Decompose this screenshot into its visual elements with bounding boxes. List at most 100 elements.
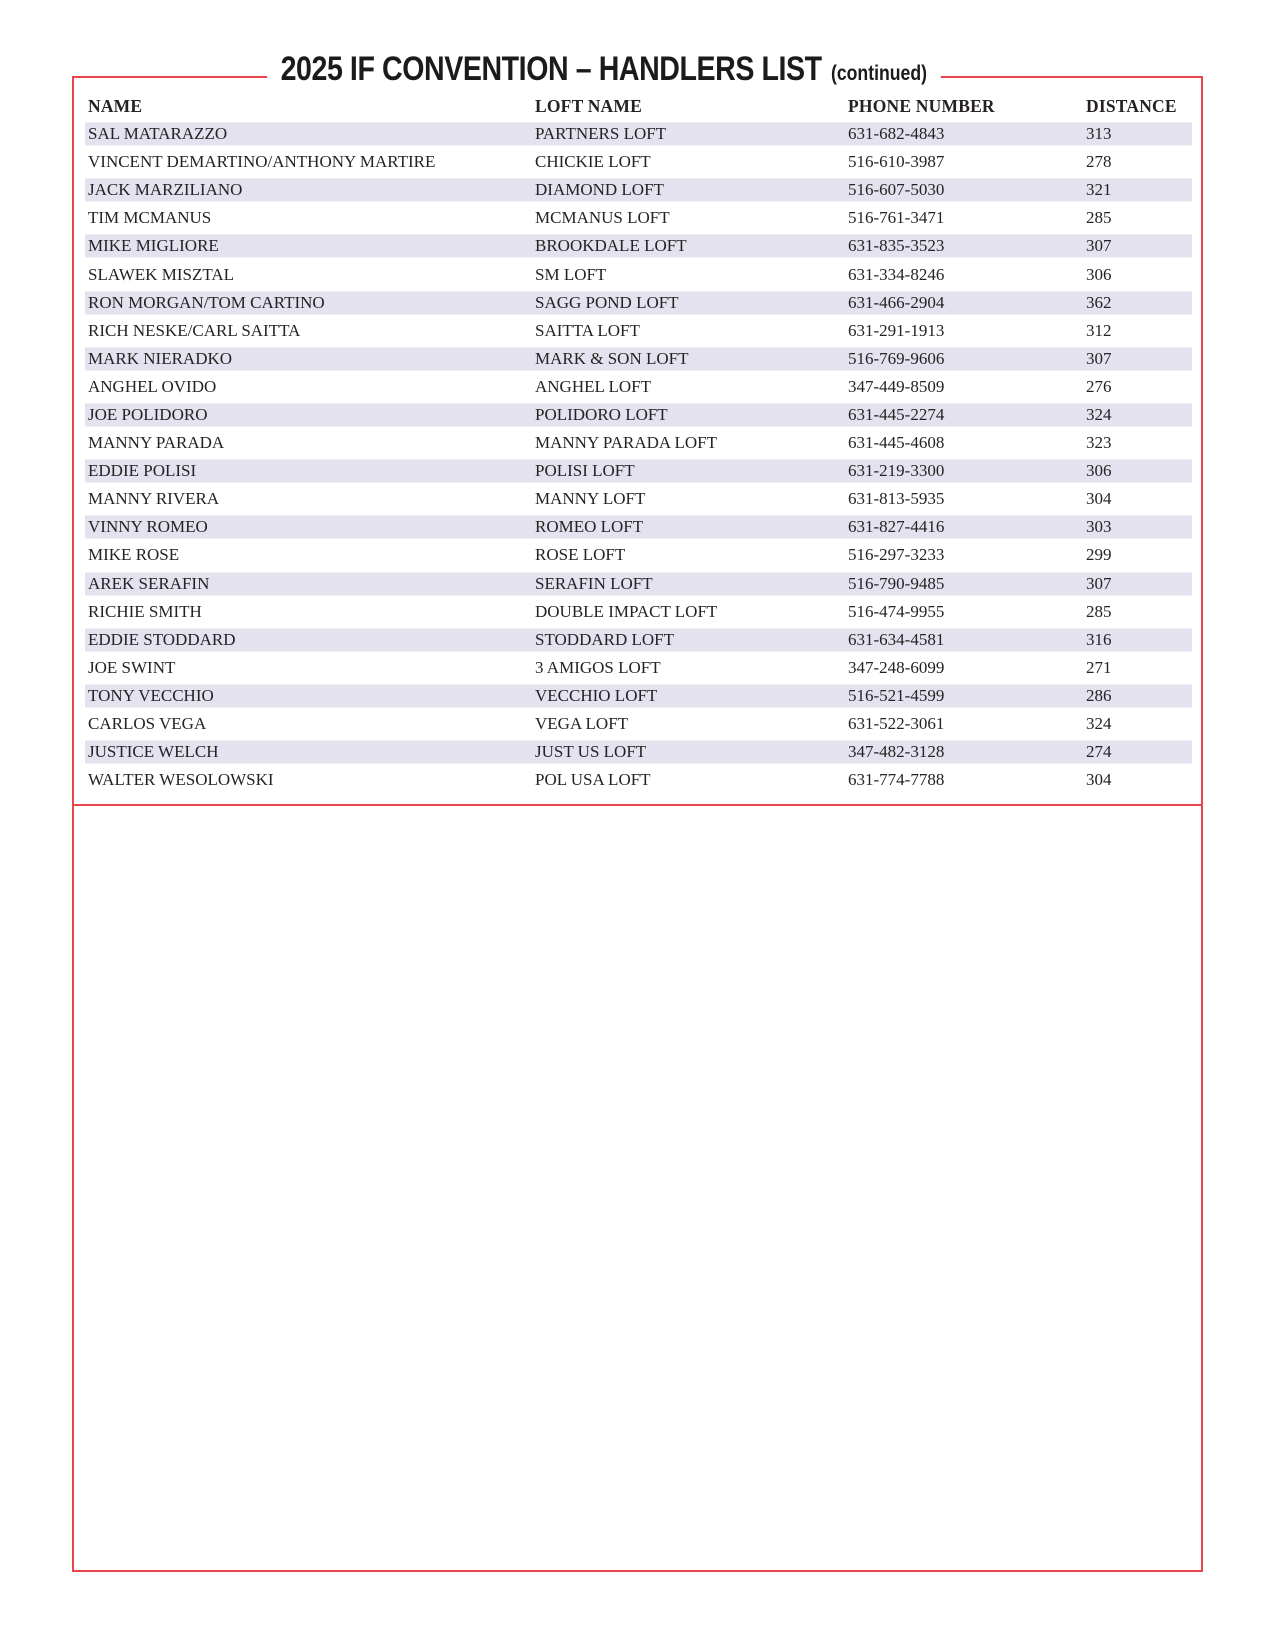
phone-number: 631-291-1913 xyxy=(848,320,945,340)
handler-name: WALTER WESOLOWSKI xyxy=(88,770,274,790)
handler-name: RICHIE SMITH xyxy=(88,601,202,621)
handler-name: SLAWEK MISZTAL xyxy=(88,264,235,284)
distance: 321 xyxy=(1086,180,1112,200)
table-row: EDDIE STODDARD STODDARD LOFT 631-634-458… xyxy=(85,625,1192,654)
loft-name: MANNY PARADA LOFT xyxy=(535,433,717,453)
loft-name: MANNY LOFT xyxy=(535,489,646,509)
loft-name: VECCHIO LOFT xyxy=(535,685,658,705)
phone-number: 631-334-8246 xyxy=(848,264,945,284)
handlers-table: NAME LOFT NAME PHONE NUMBER DISTANCE SAL… xyxy=(85,92,1192,794)
phone-number: 347-248-6099 xyxy=(848,657,945,677)
handler-name: EDDIE STODDARD xyxy=(88,629,236,649)
distance: 304 xyxy=(1086,770,1112,790)
table-row: RICHIE SMITH DOUBLE IMPACT LOFT 516-474-… xyxy=(85,598,1192,626)
table-row: EDDIE POLISI POLISI LOFT 631-219-3300 30… xyxy=(85,457,1192,486)
loft-name: SAITTA LOFT xyxy=(535,320,640,340)
distance: 324 xyxy=(1086,714,1112,734)
phone-number: 516-610-3987 xyxy=(848,152,945,172)
distance: 307 xyxy=(1086,573,1112,593)
phone-number: 516-521-4599 xyxy=(848,685,945,705)
distance: 285 xyxy=(1086,601,1112,621)
phone-number: 347-482-3128 xyxy=(848,742,945,762)
table-row: WALTER WESOLOWSKI POL USA LOFT 631-774-7… xyxy=(85,766,1192,794)
handler-name: MANNY RIVERA xyxy=(88,489,220,509)
column-header-phone-number: PHONE NUMBER xyxy=(848,95,995,116)
distance: 312 xyxy=(1086,320,1112,340)
handler-name: RON MORGAN/TOM CARTINO xyxy=(88,292,325,312)
phone-number: 631-835-3523 xyxy=(848,236,945,256)
loft-name: 3 AMIGOS LOFT xyxy=(535,657,661,677)
table-row: SAL MATARAZZO PARTNERS LOFT 631-682-4843… xyxy=(85,120,1192,149)
handler-name: ANGHEL OVIDO xyxy=(88,376,217,396)
loft-name: BROOKDALE LOFT xyxy=(535,236,687,256)
distance: 324 xyxy=(1086,404,1112,424)
distance: 304 xyxy=(1086,489,1112,509)
loft-name: MARK & SON LOFT xyxy=(535,348,689,368)
distance: 285 xyxy=(1086,208,1112,228)
phone-number: 516-761-3471 xyxy=(848,208,945,228)
table-row: JUSTICE WELCH JUST US LOFT 347-482-3128 … xyxy=(85,738,1192,767)
loft-name: ANGHEL LOFT xyxy=(535,376,651,396)
table-row: MARK NIERADKO MARK & SON LOFT 516-769-96… xyxy=(85,344,1192,373)
handler-name: TONY VECCHIO xyxy=(88,685,214,705)
distance: 307 xyxy=(1086,348,1112,368)
phone-number: 516-769-9606 xyxy=(848,348,945,368)
handler-name: JUSTICE WELCH xyxy=(88,742,219,762)
distance: 299 xyxy=(1086,545,1112,565)
table-row: TIM MCMANUS MCMANUS LOFT 516-761-3471 28… xyxy=(85,204,1192,232)
loft-name: MCMANUS LOFT xyxy=(535,208,670,228)
handler-name: JOE SWINT xyxy=(88,657,176,677)
distance: 278 xyxy=(1086,152,1112,172)
handler-name: TIM MCMANUS xyxy=(88,208,212,228)
column-header-loft-name: LOFT NAME xyxy=(535,95,642,116)
handler-name: VINCENT DEMARTINO/ANTHONY MARTIRE xyxy=(88,152,436,172)
loft-name: POL USA LOFT xyxy=(535,770,651,790)
table-row: MANNY PARADA MANNY PARADA LOFT 631-445-4… xyxy=(85,429,1192,457)
handler-name: MARK NIERADKO xyxy=(88,348,233,368)
phone-number: 631-774-7788 xyxy=(848,770,945,790)
distance: 303 xyxy=(1086,517,1112,537)
handler-name: SAL MATARAZZO xyxy=(88,124,228,144)
loft-name: ROMEO LOFT xyxy=(535,517,644,537)
phone-number: 631-445-4608 xyxy=(848,433,945,453)
phone-number: 516-607-5030 xyxy=(848,180,945,200)
page-title-text: 2025 IF CONVENTION – HANDLERS LIST xyxy=(280,50,822,88)
phone-number: 631-522-3061 xyxy=(848,714,945,734)
table-row: SLAWEK MISZTAL SM LOFT 631-334-8246 306 xyxy=(85,260,1192,288)
phone-number: 631-827-4416 xyxy=(848,517,945,537)
page-title: 2025 IF CONVENTION – HANDLERS LIST (cont… xyxy=(0,48,1275,91)
table-row: VINNY ROMEO ROMEO LOFT 631-827-4416 303 xyxy=(85,513,1192,542)
phone-number: 631-813-5935 xyxy=(848,489,945,509)
table-body: SAL MATARAZZO PARTNERS LOFT 631-682-4843… xyxy=(85,120,1192,794)
table-row: RICH NESKE/CARL SAITTA SAITTA LOFT 631-2… xyxy=(85,317,1192,345)
loft-name: POLISI LOFT xyxy=(535,461,635,481)
phone-number: 631-219-3300 xyxy=(848,461,945,481)
distance: 306 xyxy=(1086,461,1112,481)
table-row: RON MORGAN/TOM CARTINO SAGG POND LOFT 63… xyxy=(85,288,1192,317)
phone-number: 516-790-9485 xyxy=(848,573,945,593)
table-row: VINCENT DEMARTINO/ANTHONY MARTIRE CHICKI… xyxy=(85,148,1192,176)
loft-name: SERAFIN LOFT xyxy=(535,573,653,593)
handler-name: RICH NESKE/CARL SAITTA xyxy=(88,320,301,340)
column-header-name: NAME xyxy=(88,95,143,116)
distance: 313 xyxy=(1086,124,1112,144)
distance: 362 xyxy=(1086,292,1112,312)
phone-number: 631-682-4843 xyxy=(848,124,945,144)
loft-name: PARTNERS LOFT xyxy=(535,124,667,144)
distance: 306 xyxy=(1086,264,1112,284)
loft-name: ROSE LOFT xyxy=(535,545,626,565)
handler-name: MIKE MIGLIORE xyxy=(88,236,219,256)
distance: 286 xyxy=(1086,685,1112,705)
loft-name: JUST US LOFT xyxy=(535,742,647,762)
table-row: ANGHEL OVIDO ANGHEL LOFT 347-449-8509 27… xyxy=(85,373,1192,401)
phone-number: 631-634-4581 xyxy=(848,629,945,649)
red-divider-line xyxy=(72,804,1203,806)
loft-name: SAGG POND LOFT xyxy=(535,292,679,312)
handler-name: JOE POLIDORO xyxy=(88,404,208,424)
column-header-distance: DISTANCE xyxy=(1086,95,1177,116)
page-title-pill: 2025 IF CONVENTION – HANDLERS LIST (cont… xyxy=(266,48,941,91)
loft-name: DIAMOND LOFT xyxy=(535,180,664,200)
table-row: JACK MARZILIANO DIAMOND LOFT 516-607-503… xyxy=(85,176,1192,205)
loft-name: SM LOFT xyxy=(535,264,607,284)
table-row: CARLOS VEGA VEGA LOFT 631-522-3061 324 xyxy=(85,710,1192,738)
